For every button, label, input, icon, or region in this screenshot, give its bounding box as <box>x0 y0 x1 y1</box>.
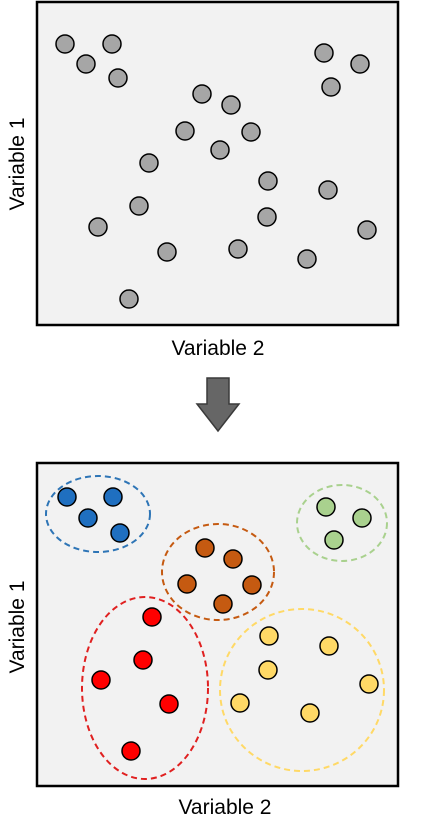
data-point <box>192 84 212 104</box>
cluster-point-blue <box>103 487 123 507</box>
top-plot-frame <box>35 0 400 327</box>
data-point <box>175 121 195 141</box>
data-point <box>357 220 377 240</box>
cluster-point-green <box>324 530 344 550</box>
bottom-panel: Variable 2 Variable 1 <box>6 461 400 819</box>
cluster-point-yellow <box>359 674 379 694</box>
data-point <box>88 217 108 237</box>
data-point <box>241 122 261 142</box>
data-point <box>350 54 370 74</box>
cluster-outlines <box>45 475 388 780</box>
data-point <box>210 140 230 160</box>
cluster-point-orange <box>177 574 197 594</box>
cluster-point-blue <box>57 487 77 507</box>
cluster-outline-yellow <box>219 608 385 772</box>
bottom-y-axis-label: Variable 1 <box>6 580 29 673</box>
data-point <box>318 180 338 200</box>
cluster-point-red <box>142 607 162 627</box>
cluster-point-red <box>159 694 179 714</box>
data-point <box>258 171 278 191</box>
cluster-point-yellow <box>319 636 339 656</box>
data-point <box>119 289 139 309</box>
top-y-axis-label: Variable 1 <box>6 117 29 210</box>
data-point <box>129 196 149 216</box>
data-point <box>321 77 341 97</box>
cluster-point-orange <box>242 575 262 595</box>
cluster-outline-green <box>296 484 388 562</box>
cluster-point-yellow <box>300 703 320 723</box>
bottom-x-axis-label: Variable 2 <box>178 796 271 819</box>
cluster-point-red <box>133 650 153 670</box>
bottom-points <box>57 487 379 761</box>
data-point <box>76 54 96 74</box>
cluster-point-yellow <box>259 626 279 646</box>
top-x-axis-label: Variable 2 <box>171 337 264 360</box>
cluster-point-red <box>91 670 111 690</box>
data-point <box>139 153 159 173</box>
cluster-point-green <box>352 508 372 528</box>
cluster-outline-blue <box>45 475 151 553</box>
data-point <box>108 68 128 88</box>
data-point <box>297 249 317 269</box>
down-arrow-icon <box>195 377 241 433</box>
cluster-point-red <box>121 741 141 761</box>
data-point <box>221 95 241 115</box>
data-point <box>157 242 177 262</box>
cluster-point-blue <box>78 508 98 528</box>
data-point <box>228 239 248 259</box>
data-point <box>257 207 277 227</box>
data-point <box>314 43 334 63</box>
top-points <box>55 34 377 309</box>
cluster-point-yellow <box>230 693 250 713</box>
top-panel: Variable 2 Variable 1 <box>6 0 400 360</box>
cluster-point-green <box>316 497 336 517</box>
cluster-point-orange <box>195 538 215 558</box>
data-point <box>102 34 122 54</box>
cluster-point-yellow <box>258 660 278 680</box>
cluster-outline-red <box>81 596 209 780</box>
cluster-point-blue <box>110 523 130 543</box>
cluster-point-orange <box>223 549 243 569</box>
cluster-point-orange <box>213 594 233 614</box>
data-point <box>55 34 75 54</box>
cluster-outline-orange <box>161 523 275 621</box>
